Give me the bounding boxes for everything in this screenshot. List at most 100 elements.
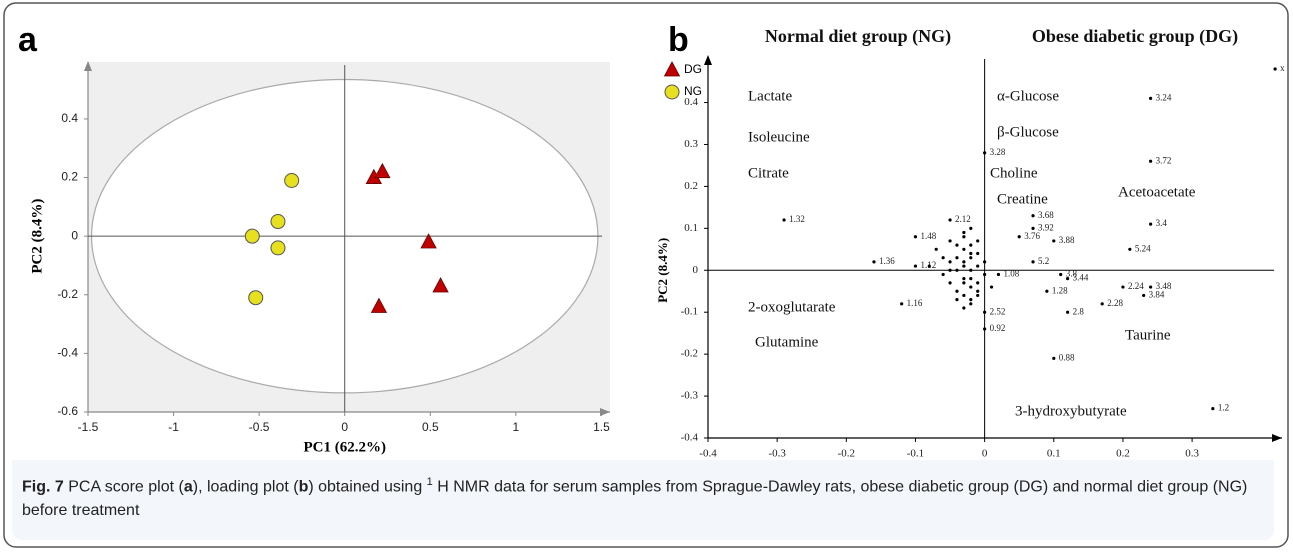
data-point [955, 298, 959, 302]
data-point [1031, 260, 1035, 264]
data-point [948, 260, 952, 264]
point-label: 2.24 [1128, 281, 1144, 291]
annotation: β-Glucose [997, 124, 1059, 140]
data-point [1052, 356, 1056, 360]
annotation: α-Glucose [997, 88, 1059, 104]
point-label: 3.28 [990, 147, 1006, 157]
data-point [969, 243, 973, 247]
data-point [996, 272, 1001, 277]
data-point [962, 230, 966, 235]
y-tick-label: 0.1 [684, 222, 698, 234]
data-point [976, 293, 980, 298]
annotation: Lactate [748, 88, 792, 104]
caption-text: a [183, 478, 193, 496]
data-point [1121, 285, 1125, 289]
data-point [374, 162, 391, 179]
point-label: 3.4 [1156, 218, 1168, 228]
data-point [969, 268, 973, 272]
data-point [962, 247, 966, 251]
axis-arrow [84, 61, 92, 71]
x-tick-label: 1 [513, 420, 520, 434]
data-point [1031, 226, 1035, 230]
data-point [941, 256, 945, 260]
point-label: 1.08 [1003, 269, 1019, 279]
legend-marker [664, 84, 680, 100]
y-tick-label: 0.2 [684, 180, 698, 192]
data-point [955, 268, 959, 272]
y-tick-label: -0.4 [681, 432, 699, 444]
annotation: 2-oxoglutarate [748, 299, 836, 315]
data-point [969, 226, 973, 230]
x-tick-label: -1 [168, 420, 179, 434]
data-point [1273, 67, 1277, 71]
data-point [948, 281, 952, 285]
point-label: 3.48 [1156, 281, 1172, 291]
data-point [941, 272, 945, 277]
y-tick-label: 0.2 [61, 170, 78, 184]
data-point [370, 297, 388, 313]
x-tick-label: -0.3 [768, 448, 786, 460]
x-tick-label: 0.1 [1047, 448, 1061, 460]
x-tick-label: -0.5 [249, 420, 270, 434]
panel-label: a [18, 21, 38, 59]
data-point [983, 151, 987, 155]
data-point [1128, 247, 1132, 251]
caption-label: Fig. 7 [22, 478, 64, 496]
data-point [983, 260, 987, 264]
data-point [1100, 302, 1104, 306]
data-point [1149, 285, 1153, 289]
data-point [244, 228, 260, 244]
y-tick-label: -0.6 [57, 404, 78, 418]
data-point [962, 281, 966, 285]
y-tick-label: 0.4 [61, 111, 78, 125]
data-point [969, 285, 973, 289]
point-label: 5.24 [1135, 243, 1151, 253]
y-tick-label: -0.1 [681, 306, 698, 318]
data-point [948, 218, 952, 222]
y-tick-label: 0.3 [684, 138, 698, 150]
legend-marker [663, 61, 681, 77]
axis-arrow [1272, 434, 1282, 442]
point-label: 2.52 [990, 306, 1006, 316]
caption-text: ) obtained using [308, 478, 427, 496]
data-point [962, 277, 966, 281]
point-label: 1.32 [789, 214, 805, 224]
data-point [976, 289, 980, 293]
data-point [1149, 222, 1153, 226]
data-point [955, 289, 959, 293]
data-point [962, 264, 966, 268]
point-label: 2.8 [1073, 306, 1085, 316]
point-label: 3.92 [1038, 222, 1054, 232]
point-label: x [1280, 63, 1285, 73]
point-label: 0.92 [990, 323, 1006, 333]
data-point [1211, 407, 1215, 411]
data-point [872, 260, 876, 264]
caption-text: ), loading plot ( [192, 478, 299, 496]
point-label: 2.12 [955, 214, 971, 224]
point-label: 3.88 [1059, 235, 1075, 245]
annotation: Normal diet group (NG) [765, 26, 951, 47]
annotation: Isoleucine [748, 129, 810, 145]
point-label: 3.44 [1073, 273, 1089, 283]
annotation: Acetoacetate [1118, 184, 1196, 200]
data-point [962, 306, 966, 310]
data-point [989, 285, 994, 289]
point-label: 0.88 [1059, 352, 1075, 362]
y-tick-label: -0.2 [681, 348, 698, 360]
data-point [1059, 272, 1063, 277]
point-label: 3.24 [1156, 92, 1172, 102]
data-point [955, 243, 959, 247]
x-tick-label: 0.3 [1185, 448, 1199, 460]
y-axis-title: PC2 (8.4%) [655, 238, 670, 303]
x-tick-label: 0 [341, 420, 348, 434]
data-point [976, 264, 980, 268]
data-point [976, 281, 980, 285]
data-point [1149, 96, 1153, 100]
data-point [948, 268, 952, 272]
data-point [1052, 239, 1056, 243]
data-point [976, 239, 980, 243]
data-point [962, 293, 966, 298]
data-point [1017, 235, 1021, 239]
